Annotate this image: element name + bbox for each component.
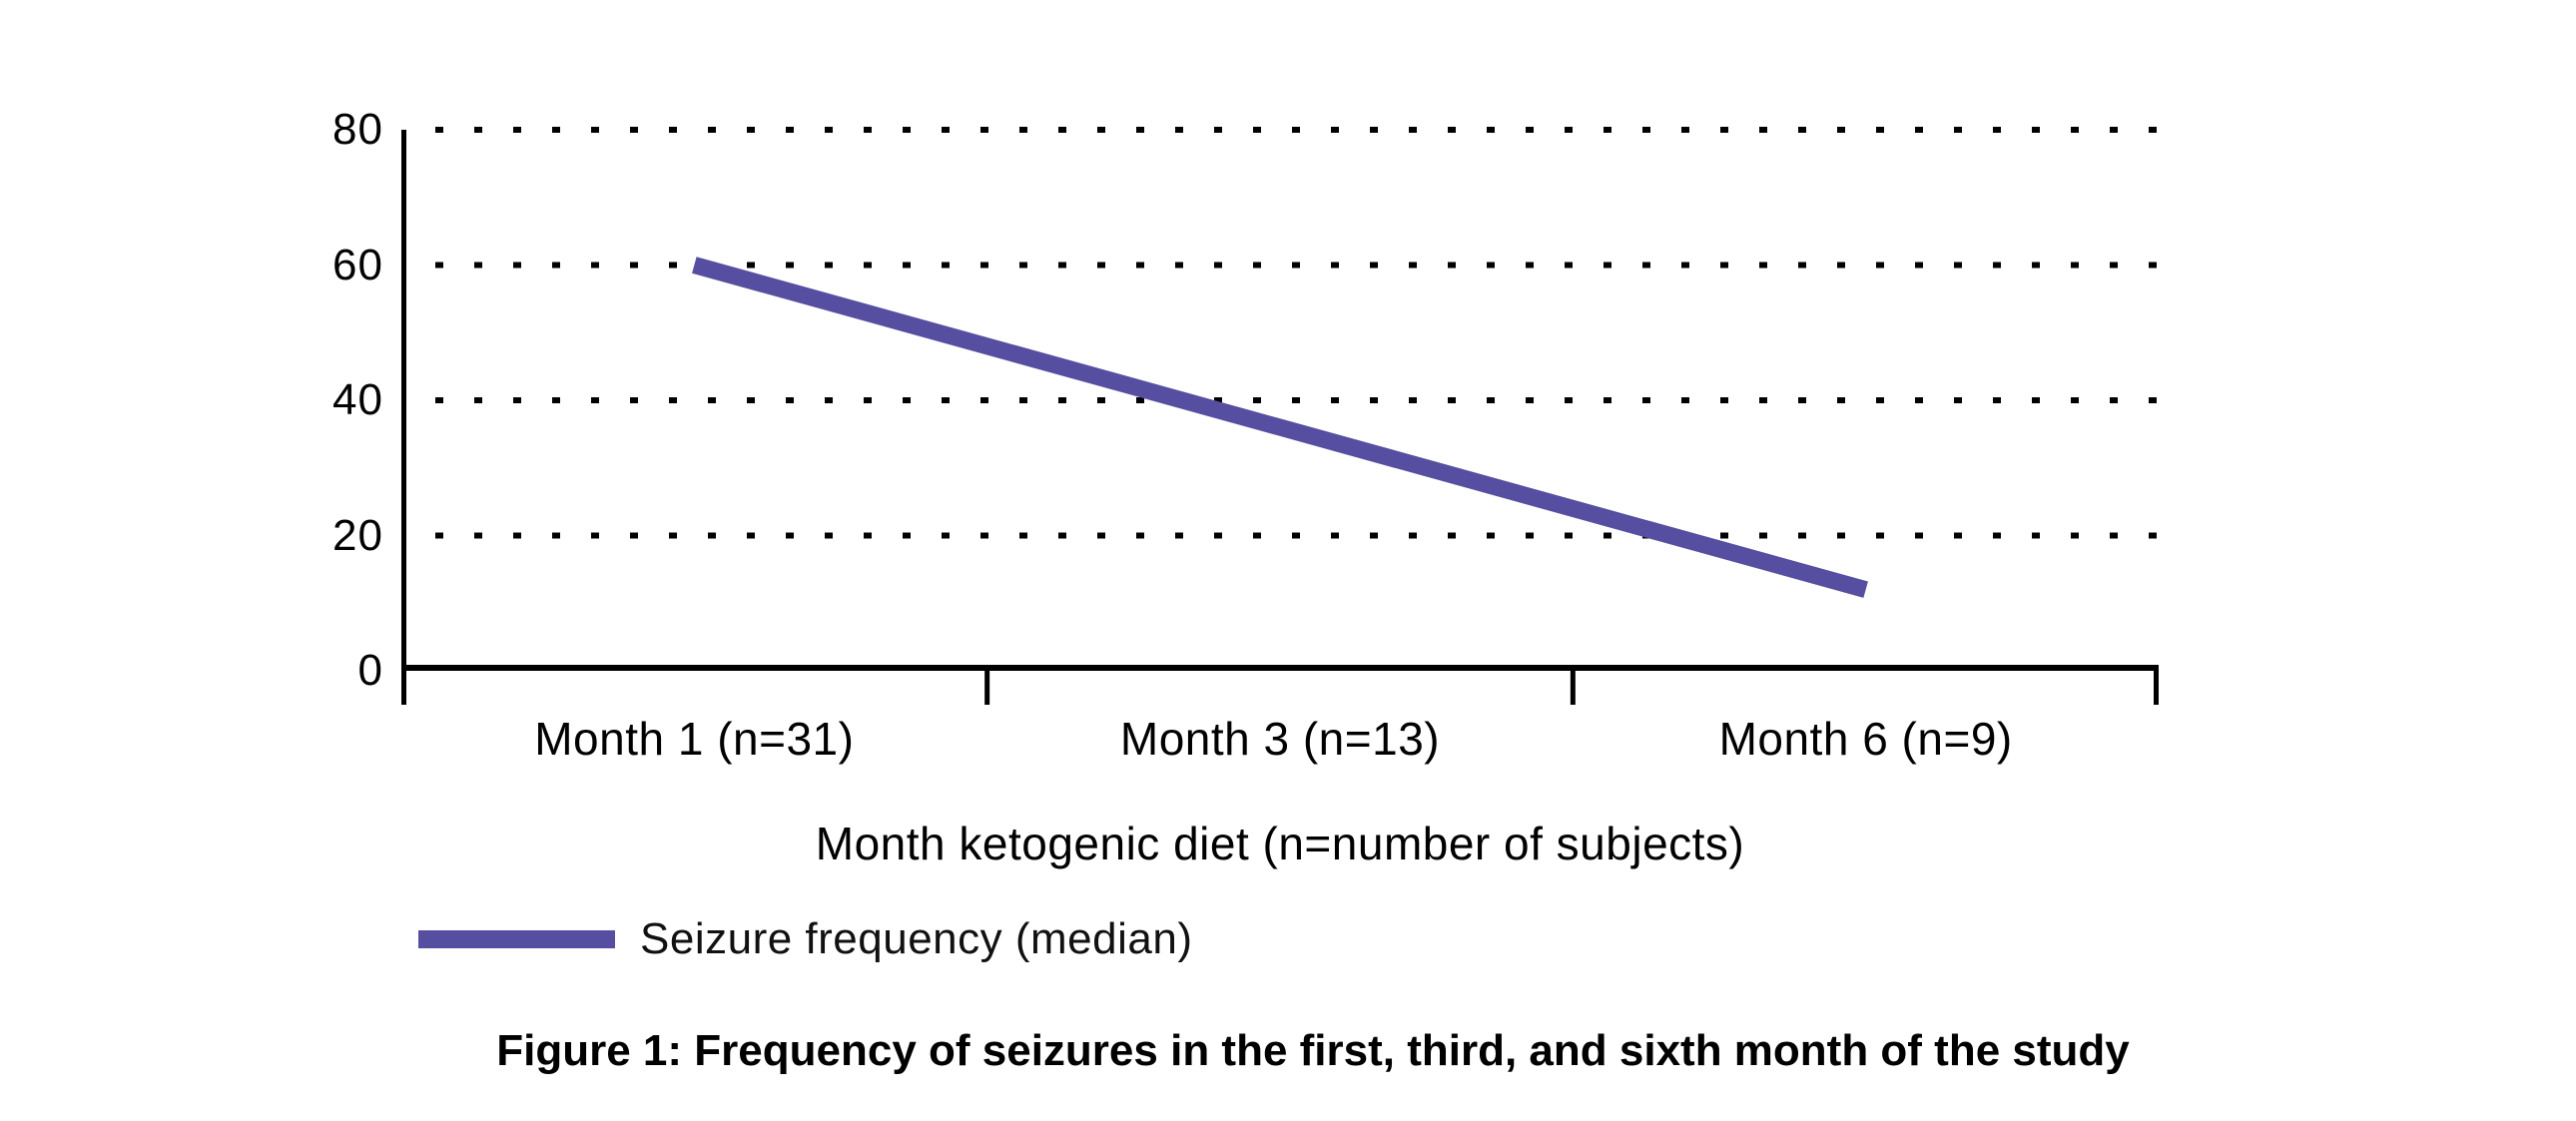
series-line-0 bbox=[692, 257, 1868, 598]
x-tick-label-1: Month 1 (n=31) bbox=[534, 713, 855, 765]
y-tick-label-40: 40 bbox=[332, 375, 383, 424]
legend: Seizure frequency (median) bbox=[418, 915, 1192, 963]
legend-series-label: Seizure frequency (median) bbox=[640, 914, 1193, 963]
x-tick-label-3: Month 6 (n=9) bbox=[1718, 713, 2013, 765]
legend-line-swatch bbox=[418, 930, 615, 948]
y-tick-label-60: 60 bbox=[332, 240, 383, 289]
y-tick-label-0: 0 bbox=[357, 646, 383, 695]
y-tick-label-80: 80 bbox=[332, 105, 383, 154]
x-axis-title: Month ketogenic diet (n=number of subjec… bbox=[815, 818, 1745, 869]
y-tick-label-20: 20 bbox=[332, 510, 383, 560]
figure-caption: Figure 1: Frequency of seizures in the f… bbox=[496, 1026, 2130, 1075]
x-tick-label-2: Month 3 (n=13) bbox=[1119, 713, 1441, 765]
